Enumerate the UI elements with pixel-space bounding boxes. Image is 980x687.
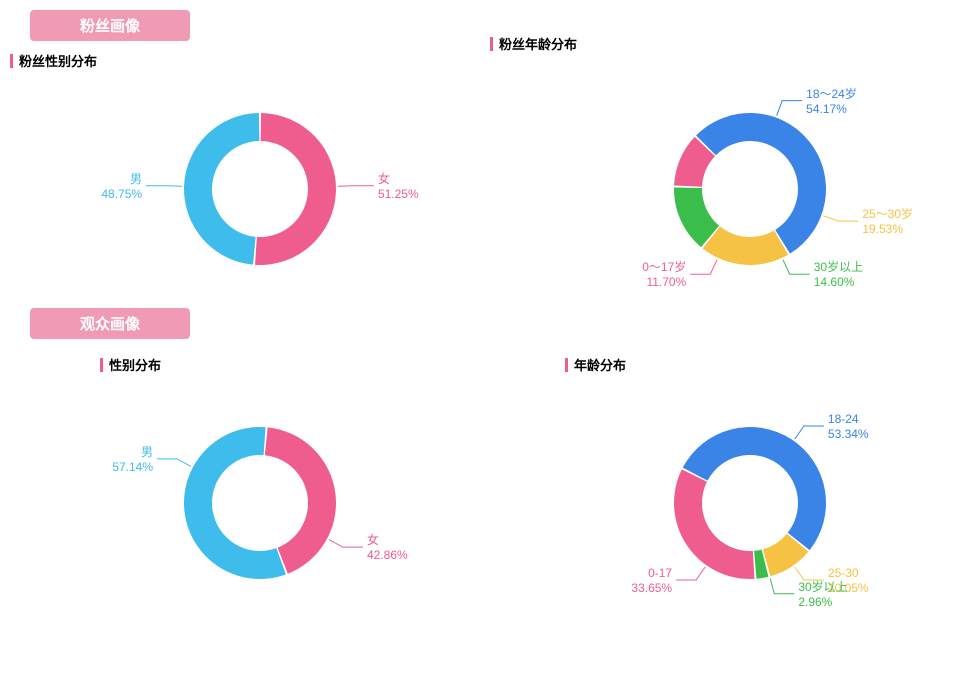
slice-label-pct: 19.53%: [862, 222, 913, 237]
slice-label: 男57.14%: [112, 445, 153, 475]
slice-label-pct: 51.25%: [378, 187, 419, 202]
chart-aud-age: 18-2453.34%25-3010.05%30岁以上2.96%0-1733.6…: [490, 378, 970, 608]
subtitle-fans-gender: 粉丝性别分布: [10, 51, 490, 70]
slice-label: 18～24岁54.17%: [806, 87, 857, 117]
subtitle-aud-gender: 性别分布: [100, 355, 505, 374]
slice-label-pct: 14.60%: [814, 275, 863, 290]
accent-bar-icon: [100, 358, 103, 372]
leader-line: [795, 426, 824, 439]
donut-svg: [10, 378, 490, 608]
subtitle-text: 粉丝性别分布: [19, 51, 97, 70]
section-badge-audience: 观众画像: [30, 308, 190, 339]
donut-slice: [674, 469, 754, 579]
slice-label-name: 男: [112, 445, 153, 460]
leader-line: [770, 578, 794, 593]
subtitle-text: 粉丝年龄分布: [499, 34, 577, 53]
leader-line: [338, 186, 374, 187]
leader-line: [777, 101, 802, 116]
leader-line: [795, 567, 824, 580]
slice-label-pct: 53.34%: [828, 427, 869, 442]
subtitle-text: 性别分布: [109, 355, 161, 374]
chart-fans-gender: 女51.25% 男48.75%: [10, 74, 490, 304]
slice-label-pct: 11.70%: [642, 275, 686, 290]
slice-label-name: 30岁以上: [798, 580, 847, 595]
donut-slice: [184, 113, 259, 265]
slice-label-pct: 33.65%: [631, 581, 672, 596]
subtitle-aud-age: 年龄分布: [565, 355, 970, 374]
accent-bar-icon: [565, 358, 568, 372]
slice-label-name: 女: [378, 172, 419, 187]
leader-line: [676, 567, 705, 580]
slice-label-name: 男: [101, 172, 142, 187]
donut-svg: [490, 74, 970, 304]
slice-label: 25～30岁19.53%: [862, 207, 913, 237]
donut-svg: [490, 378, 970, 608]
slice-label-name: 18～24岁: [806, 87, 857, 102]
slice-label-name: 25-30: [828, 566, 869, 581]
slice-label-name: 30岁以上: [814, 260, 863, 275]
slice-label-pct: 48.75%: [101, 187, 142, 202]
slice-label: 0-1733.65%: [631, 566, 672, 596]
leader-line: [690, 260, 717, 275]
donut-slice: [255, 113, 336, 265]
slice-label: 0～17岁11.70%: [642, 260, 686, 290]
subtitle-fans-age: 粉丝年龄分布: [490, 34, 970, 53]
subtitle-text: 年龄分布: [574, 355, 626, 374]
slice-label: 18-2453.34%: [828, 412, 869, 442]
leader-line: [823, 216, 858, 221]
slice-label-name: 25～30岁: [862, 207, 913, 222]
slice-label-name: 0-17: [631, 566, 672, 581]
accent-bar-icon: [10, 54, 13, 68]
slice-label-pct: 2.96%: [798, 595, 847, 610]
slice-label: 男48.75%: [101, 172, 142, 202]
leader-line: [783, 260, 810, 275]
donut-slice: [703, 227, 789, 265]
accent-bar-icon: [490, 37, 493, 51]
leader-line: [146, 186, 182, 187]
slice-label: 30岁以上14.60%: [814, 260, 863, 290]
leader-line: [329, 540, 363, 548]
chart-aud-gender: 男57.14% 女42.86%: [10, 378, 490, 608]
slice-label-name: 女: [367, 533, 408, 548]
leader-line: [157, 459, 191, 467]
slice-label-pct: 42.86%: [367, 548, 408, 563]
slice-label-name: 18-24: [828, 412, 869, 427]
slice-label-pct: 54.17%: [806, 102, 857, 117]
chart-fans-age: 18～24岁54.17% 25～30岁19.53% 30岁以上14.60% 0～17岁…: [490, 74, 970, 304]
slice-label: 女51.25%: [378, 172, 419, 202]
slice-label-name: 0～17岁: [642, 260, 686, 275]
slice-label-pct: 57.14%: [112, 460, 153, 475]
slice-label: 女42.86%: [367, 533, 408, 563]
section-badge-fans: 粉丝画像: [30, 10, 190, 41]
slice-label: 30岁以上2.96%: [798, 580, 847, 610]
